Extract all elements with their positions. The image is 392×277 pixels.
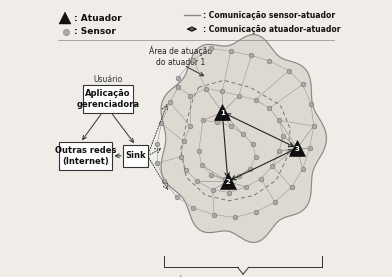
Text: : Atuador: : Atuador bbox=[74, 14, 122, 22]
FancyBboxPatch shape bbox=[60, 142, 113, 170]
FancyBboxPatch shape bbox=[83, 85, 133, 113]
Text: Usuário: Usuário bbox=[94, 75, 123, 84]
Text: : Comunicação sensor-atuador: : Comunicação sensor-atuador bbox=[203, 11, 335, 20]
Text: 1: 1 bbox=[220, 110, 225, 116]
Text: Área de atuação
do atuador 1: Área de atuação do atuador 1 bbox=[149, 46, 212, 66]
Text: : Comunicação atuador-atuador: : Comunicação atuador-atuador bbox=[203, 25, 340, 34]
Text: Outras redes
(Internet): Outras redes (Internet) bbox=[55, 146, 116, 166]
Polygon shape bbox=[161, 35, 327, 242]
Text: Área de Sensoriamento e Atuação: Área de Sensoriamento e Atuação bbox=[178, 275, 309, 277]
FancyBboxPatch shape bbox=[123, 145, 148, 167]
Text: Sink: Sink bbox=[125, 151, 146, 160]
Text: Aplicação
gerenciadora: Aplicação gerenciadora bbox=[76, 89, 140, 109]
Text: 3: 3 bbox=[295, 146, 299, 152]
Text: 2: 2 bbox=[225, 179, 230, 185]
Text: : Sensor: : Sensor bbox=[74, 27, 116, 36]
